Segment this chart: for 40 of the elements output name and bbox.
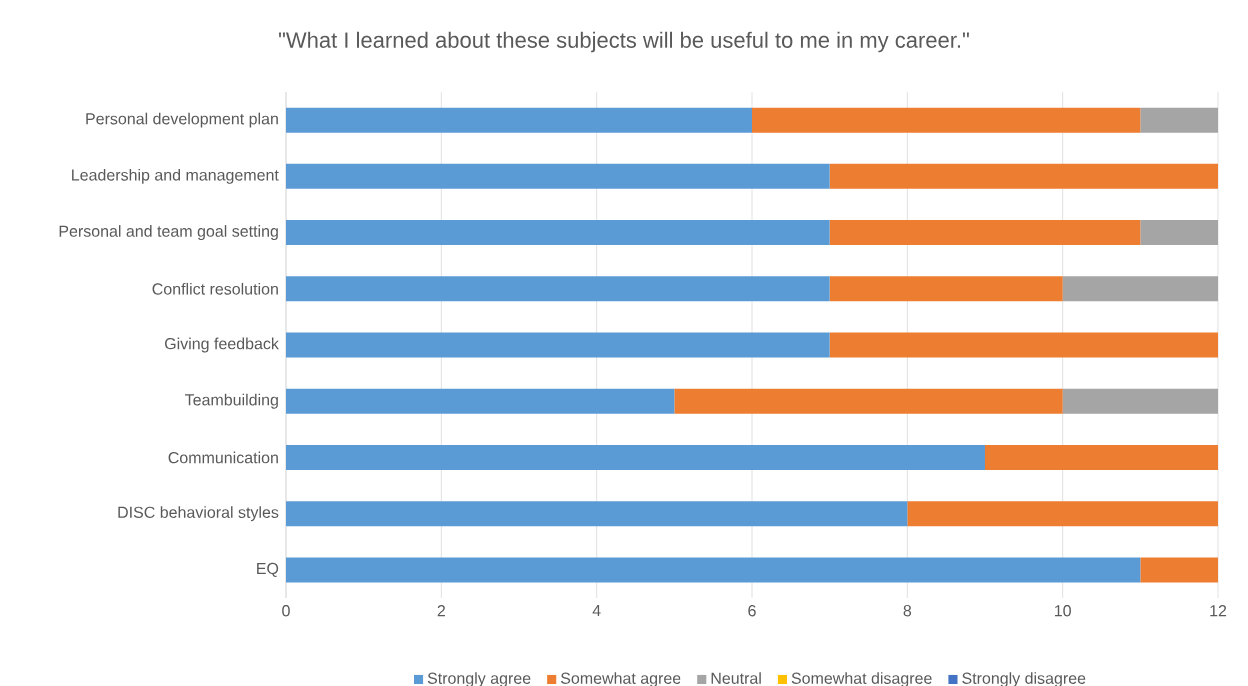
- bar: [1140, 557, 1219, 583]
- bar: [752, 107, 1141, 133]
- bar: [286, 332, 830, 358]
- y-tick-label: Giving feedback: [165, 337, 279, 353]
- x-tick-label: 12: [1210, 605, 1227, 617]
- y-tick-label: DISC behavioral styles: [118, 506, 279, 522]
- bar: [985, 444, 1219, 470]
- bar: [286, 444, 986, 470]
- bar: [1062, 276, 1219, 302]
- y-tick-label: Teambuilding: [185, 393, 278, 409]
- x-tick-label: 6: [748, 605, 756, 617]
- bar: [1140, 107, 1219, 133]
- x-tick-label: 10: [1055, 605, 1071, 617]
- x-tick-label: 2: [437, 605, 445, 617]
- x-tick-label: 0: [282, 605, 290, 617]
- y-tick-label: Personal development plan: [86, 112, 278, 128]
- x-tick-label: 4: [592, 605, 601, 617]
- y-tick-label: EQ: [257, 562, 279, 577]
- bar: [286, 501, 908, 527]
- bar: [1062, 388, 1219, 414]
- bar: [907, 501, 1219, 527]
- x-tick-label: 8: [903, 605, 912, 617]
- y-tick-label: Communication: [168, 451, 278, 464]
- bar: [829, 276, 1063, 302]
- bar: [829, 220, 1141, 246]
- bar: [286, 163, 830, 189]
- bar: [286, 220, 830, 246]
- bar: [829, 332, 1219, 358]
- y-tick-label: Personal and team goal setting: [59, 225, 278, 241]
- y-tick-label: Leadership and management: [72, 168, 279, 184]
- bar: [286, 388, 675, 414]
- bar: [1140, 220, 1219, 246]
- bar: [286, 107, 752, 133]
- bar: [829, 163, 1219, 189]
- bar: [674, 388, 1063, 414]
- legend-label: Neutral: [711, 672, 761, 684]
- y-tick-label: Conflict resolution: [152, 282, 278, 295]
- chart-title: "What I learned about these subjects will be useful to me in my career.": [279, 31, 969, 53]
- bar: [286, 276, 830, 302]
- bar: [286, 557, 1141, 583]
